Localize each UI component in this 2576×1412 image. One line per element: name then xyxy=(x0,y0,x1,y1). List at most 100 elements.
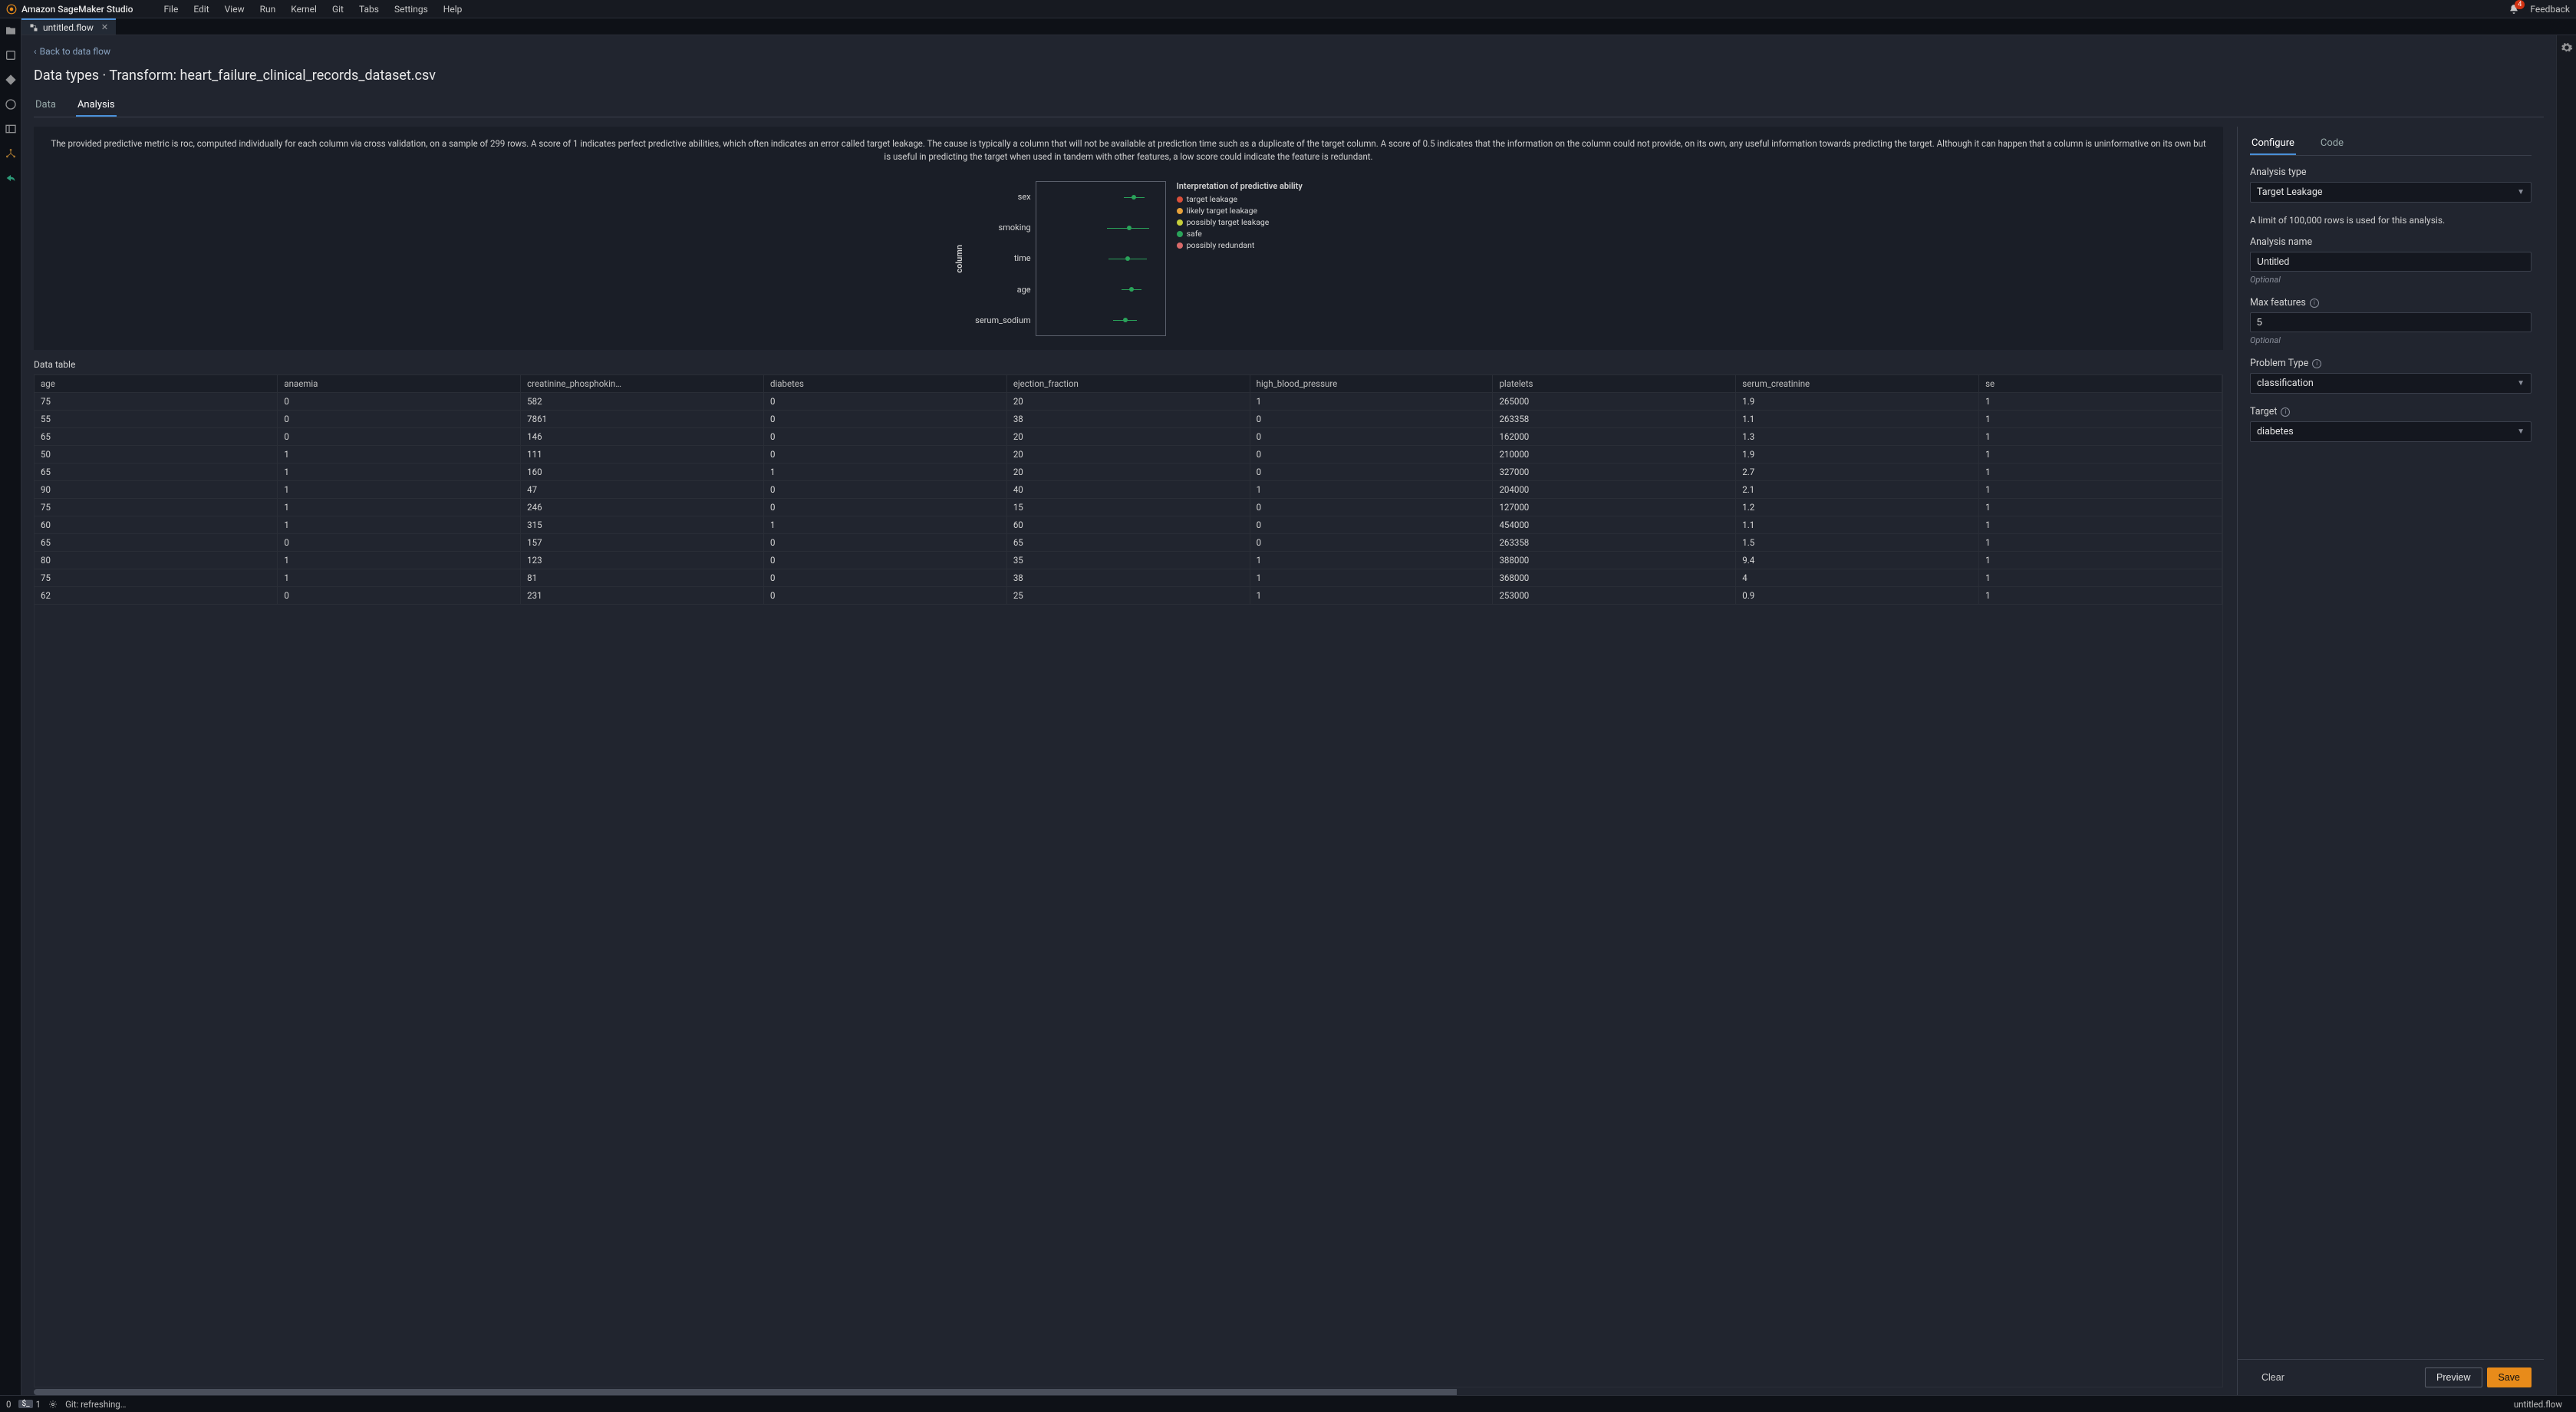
status-left-count[interactable]: 0 xyxy=(6,1399,11,1410)
menu-kernel[interactable]: Kernel xyxy=(283,4,324,15)
predictive-chart: column sexsmokingtimeageserum_sodium Int… xyxy=(34,173,2223,350)
table-row[interactable]: 62023102512530000.91 xyxy=(35,587,2222,605)
tab-data[interactable]: Data xyxy=(34,94,58,117)
table-row[interactable]: 80112303513880009.41 xyxy=(35,552,2222,569)
legend-item: possibly target leakage xyxy=(1177,217,1303,227)
table-row[interactable]: 65014602001620001.31 xyxy=(35,428,2222,446)
tab-title: untitled.flow xyxy=(43,22,94,33)
app-title: Amazon SageMaker Studio xyxy=(21,4,133,15)
status-git[interactable]: Git: refreshing… xyxy=(65,1399,126,1410)
chart-category-label: smoking xyxy=(975,213,1030,243)
flow-icon xyxy=(29,23,38,32)
column-header[interactable]: diabetes xyxy=(763,375,1006,393)
palette-icon[interactable] xyxy=(5,98,17,111)
table-row[interactable]: 75058202012650001.91 xyxy=(35,393,2222,411)
column-header[interactable]: se xyxy=(1979,375,2222,393)
row-limit-note: A limit of 100,000 rows is used for this… xyxy=(2250,215,2532,226)
info-icon[interactable]: i xyxy=(2312,359,2321,368)
optional-hint: Optional xyxy=(2250,275,2532,285)
table-row[interactable]: 60131516004540001.11 xyxy=(35,516,2222,534)
menu-git[interactable]: Git xyxy=(324,4,351,15)
clear-button[interactable]: Clear xyxy=(2250,1367,2296,1387)
table-row[interactable]: 75181038136800041 xyxy=(35,569,2222,587)
chart-category-label: sex xyxy=(975,182,1030,213)
column-header[interactable]: high_blood_pressure xyxy=(1250,375,1493,393)
notifications-button[interactable]: 4 xyxy=(2508,4,2519,15)
horizontal-scrollbar[interactable] xyxy=(34,1389,2223,1395)
menu-help[interactable]: Help xyxy=(436,4,470,15)
legend-item: likely target leakage xyxy=(1177,206,1303,216)
max-features-input[interactable] xyxy=(2250,312,2532,332)
caret-down-icon: ▼ xyxy=(2517,427,2525,436)
legend-item: possibly redundant xyxy=(1177,240,1303,250)
configure-panel: Configure Code Analysis type Target Leak… xyxy=(2237,127,2544,1395)
data-table[interactable]: ageanaemiacreatinine_phosphokin…diabetes… xyxy=(34,374,2223,1387)
menu-settings[interactable]: Settings xyxy=(387,4,436,15)
chart-y-axis-label: column xyxy=(954,245,964,273)
save-button[interactable]: Save xyxy=(2487,1367,2532,1387)
column-header[interactable]: age xyxy=(35,375,278,393)
menu-view[interactable]: View xyxy=(217,4,252,15)
chart-category-label: time xyxy=(975,243,1030,274)
max-features-label: Max features i xyxy=(2250,297,2532,308)
git-icon[interactable] xyxy=(5,74,17,86)
menu-tabs[interactable]: Tabs xyxy=(351,4,387,15)
menu-file[interactable]: File xyxy=(156,4,186,15)
table-row[interactable]: 65015706502633581.51 xyxy=(35,534,2222,552)
sagemaker-logo-icon xyxy=(6,4,17,15)
table-row[interactable]: 550786103802633581.11 xyxy=(35,411,2222,428)
analysis-description: The provided predictive metric is roc, c… xyxy=(34,127,2223,173)
activity-bar xyxy=(0,18,21,1395)
table-row[interactable]: 9014704012040002.11 xyxy=(35,481,2222,499)
column-header[interactable]: ejection_fraction xyxy=(1006,375,1250,393)
info-icon[interactable]: i xyxy=(2310,299,2319,308)
preview-button[interactable]: Preview xyxy=(2425,1367,2482,1387)
graph-icon[interactable] xyxy=(5,147,17,160)
share-icon[interactable] xyxy=(5,172,17,184)
top-menubar: Amazon SageMaker Studio FileEditViewRunK… xyxy=(0,0,2576,18)
gear-icon[interactable] xyxy=(2561,41,2573,54)
feedback-link[interactable]: Feedback xyxy=(2530,4,2570,15)
document-tab[interactable]: untitled.flow ✕ xyxy=(21,18,116,35)
tab-analysis[interactable]: Analysis xyxy=(76,94,117,117)
analysis-type-label: Analysis type xyxy=(2250,167,2532,178)
menu-run[interactable]: Run xyxy=(252,4,284,15)
status-filename: untitled.flow xyxy=(2514,1399,2562,1410)
gear-small-icon xyxy=(48,1400,58,1409)
back-link[interactable]: ‹ Back to data flow xyxy=(34,46,2544,57)
chart-category-label: age xyxy=(975,275,1030,305)
menu-edit[interactable]: Edit xyxy=(186,4,216,15)
panel-icon[interactable] xyxy=(5,123,17,135)
analysis-name-label: Analysis name xyxy=(2250,236,2532,248)
data-table-heading: Data table xyxy=(34,359,2223,370)
analysis-name-input[interactable] xyxy=(2250,252,2532,272)
right-gutter xyxy=(2556,35,2576,1395)
analysis-type-select[interactable]: Target Leakage ▼ xyxy=(2250,182,2532,203)
legend-item: target leakage xyxy=(1177,194,1303,204)
caret-down-icon: ▼ xyxy=(2517,188,2525,196)
status-terminals[interactable]: $_1 xyxy=(18,1399,41,1410)
target-label: Target i xyxy=(2250,406,2532,417)
table-row[interactable]: 50111102002100001.91 xyxy=(35,446,2222,464)
target-select[interactable]: diabetes ▼ xyxy=(2250,421,2532,442)
problem-type-label: Problem Type i xyxy=(2250,358,2532,369)
column-header[interactable]: anaemia xyxy=(278,375,521,393)
column-header[interactable]: serum_creatinine xyxy=(1736,375,1979,393)
optional-hint: Optional xyxy=(2250,335,2532,345)
legend-title: Interpretation of predictive ability xyxy=(1177,181,1303,191)
column-header[interactable]: platelets xyxy=(1493,375,1736,393)
table-row[interactable]: 75124601501270001.21 xyxy=(35,499,2222,516)
problem-type-select[interactable]: classification ▼ xyxy=(2250,373,2532,394)
content-tabs: Data Analysis xyxy=(34,94,2544,117)
tab-code[interactable]: Code xyxy=(2319,133,2345,155)
stop-icon[interactable] xyxy=(5,49,17,61)
folder-icon[interactable] xyxy=(5,25,17,37)
status-settings[interactable] xyxy=(48,1400,58,1409)
tab-close-button[interactable]: ✕ xyxy=(101,22,108,32)
table-row[interactable]: 65116012003270002.71 xyxy=(35,464,2222,481)
chart-category-label: serum_sodium xyxy=(975,305,1030,336)
tab-configure[interactable]: Configure xyxy=(2250,133,2296,155)
column-header[interactable]: creatinine_phosphokin… xyxy=(521,375,764,393)
info-icon[interactable]: i xyxy=(2281,407,2290,417)
document-tabbar: untitled.flow ✕ xyxy=(21,18,2576,35)
